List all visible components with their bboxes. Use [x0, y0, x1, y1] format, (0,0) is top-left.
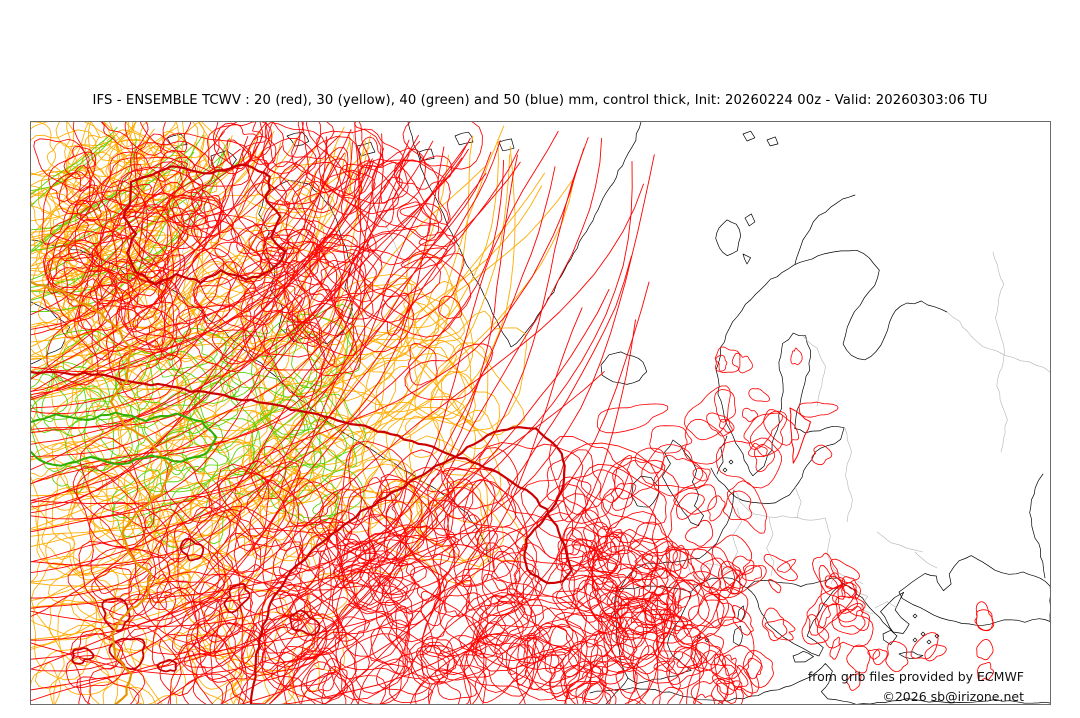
attribution-text: from grib files provided by ECMWF: [807, 669, 1024, 684]
control-run-thick-layer: [31, 163, 573, 704]
ensemble-spaghetti-map: [31, 122, 1050, 704]
map-frame: from grib files provided by ECMWF ©2026 …: [30, 121, 1051, 705]
contours-20mm-red-layer: [31, 122, 995, 704]
chart-title: IFS - ENSEMBLE TCWV : 20 (red), 30 (yell…: [92, 93, 988, 108]
copyright-text: ©2026 sb@irizone.net: [882, 689, 1024, 704]
